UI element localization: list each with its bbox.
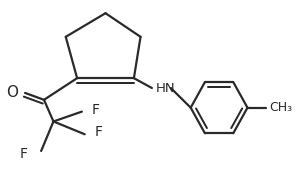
Text: CH₃: CH₃	[269, 101, 292, 114]
Text: F: F	[91, 103, 99, 117]
Text: F: F	[94, 125, 102, 139]
Text: HN: HN	[156, 81, 175, 95]
Text: O: O	[6, 85, 18, 100]
Text: F: F	[20, 147, 28, 161]
